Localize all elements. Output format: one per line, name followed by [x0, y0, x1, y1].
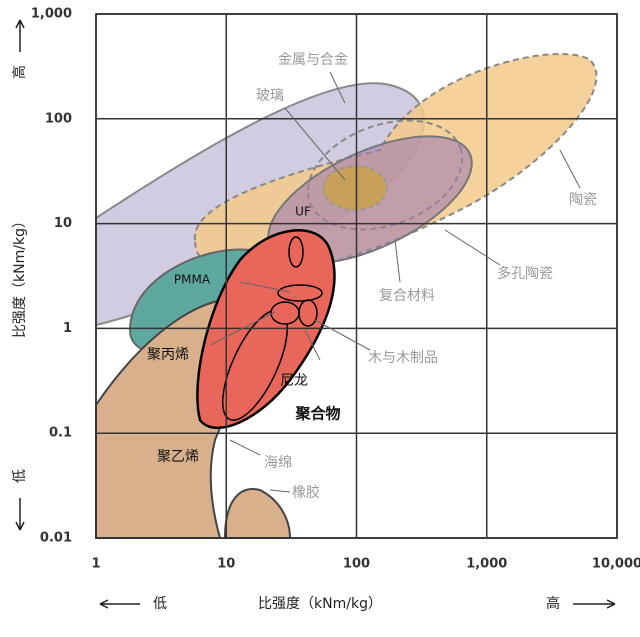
y-tick-label: 10	[54, 216, 72, 231]
region-label: 金属与合金	[278, 52, 348, 68]
y-tick-label: 1	[63, 321, 72, 336]
leader	[304, 329, 321, 361]
region-glass	[322, 165, 388, 211]
x-arrows	[99, 599, 616, 609]
region-label: 木与木制品	[368, 350, 438, 366]
y-tick-label: 0.1	[49, 426, 72, 441]
leader	[284, 107, 346, 181]
y-tick-label: 0.01	[40, 531, 72, 546]
y-arrows	[15, 19, 25, 531]
leader	[314, 319, 371, 351]
region-label: PMMA	[174, 273, 211, 287]
x-tick-label: 100	[343, 557, 370, 572]
region-label: 聚乙烯	[157, 449, 199, 465]
region-wood-small	[298, 299, 318, 327]
region-label: 陶瓷	[569, 192, 597, 208]
x-axis-label: 比强度（kNm/kg）	[258, 596, 382, 612]
x-tick-label: 1,000	[466, 557, 507, 572]
region-label: 海绵	[264, 454, 292, 471]
region-uf	[288, 236, 304, 268]
leader	[239, 281, 291, 293]
y-tick-label: 1,000	[31, 7, 72, 22]
leader	[394, 239, 401, 283]
x-tick-label: 10,000	[592, 557, 640, 572]
region-label: 聚合物	[294, 405, 340, 423]
leader	[559, 149, 581, 189]
plot-frame-top	[95, 13, 618, 539]
leader	[329, 71, 346, 104]
region-label: 玻璃	[256, 87, 284, 104]
region-label: 聚丙烯	[147, 347, 189, 363]
y-low-label: 低	[12, 469, 28, 483]
x-high-label: 高	[546, 595, 560, 612]
region-pp	[270, 301, 300, 325]
region-elastomers	[223, 488, 292, 539]
y-tick-label: 100	[45, 111, 72, 126]
region-pmma	[277, 284, 323, 302]
x-low-label: 低	[153, 596, 167, 612]
regions	[95, 53, 598, 539]
x-tick-label: 10	[217, 557, 235, 572]
leader	[209, 311, 276, 346]
region-label: 橡胶	[292, 484, 320, 501]
region-label: 复合材料	[379, 287, 435, 304]
leader	[269, 489, 291, 493]
region-label: 多孔陶瓷	[497, 265, 553, 282]
region-label: 尼龙	[280, 373, 308, 389]
leader	[444, 229, 501, 266]
y-high-label: 高	[11, 65, 28, 79]
x-tick-label: 1	[91, 557, 100, 572]
y-axis-label: 比强度（kNm/kg）	[12, 214, 28, 338]
region-labels: 金属与合金 玻璃 陶瓷 多孔陶瓷 复合材料 木与木制品 尼龙 聚合物 聚乙烯 海…	[147, 52, 597, 501]
leader	[229, 439, 261, 456]
leader-lines	[209, 71, 581, 493]
region-label: UF	[295, 205, 311, 219]
